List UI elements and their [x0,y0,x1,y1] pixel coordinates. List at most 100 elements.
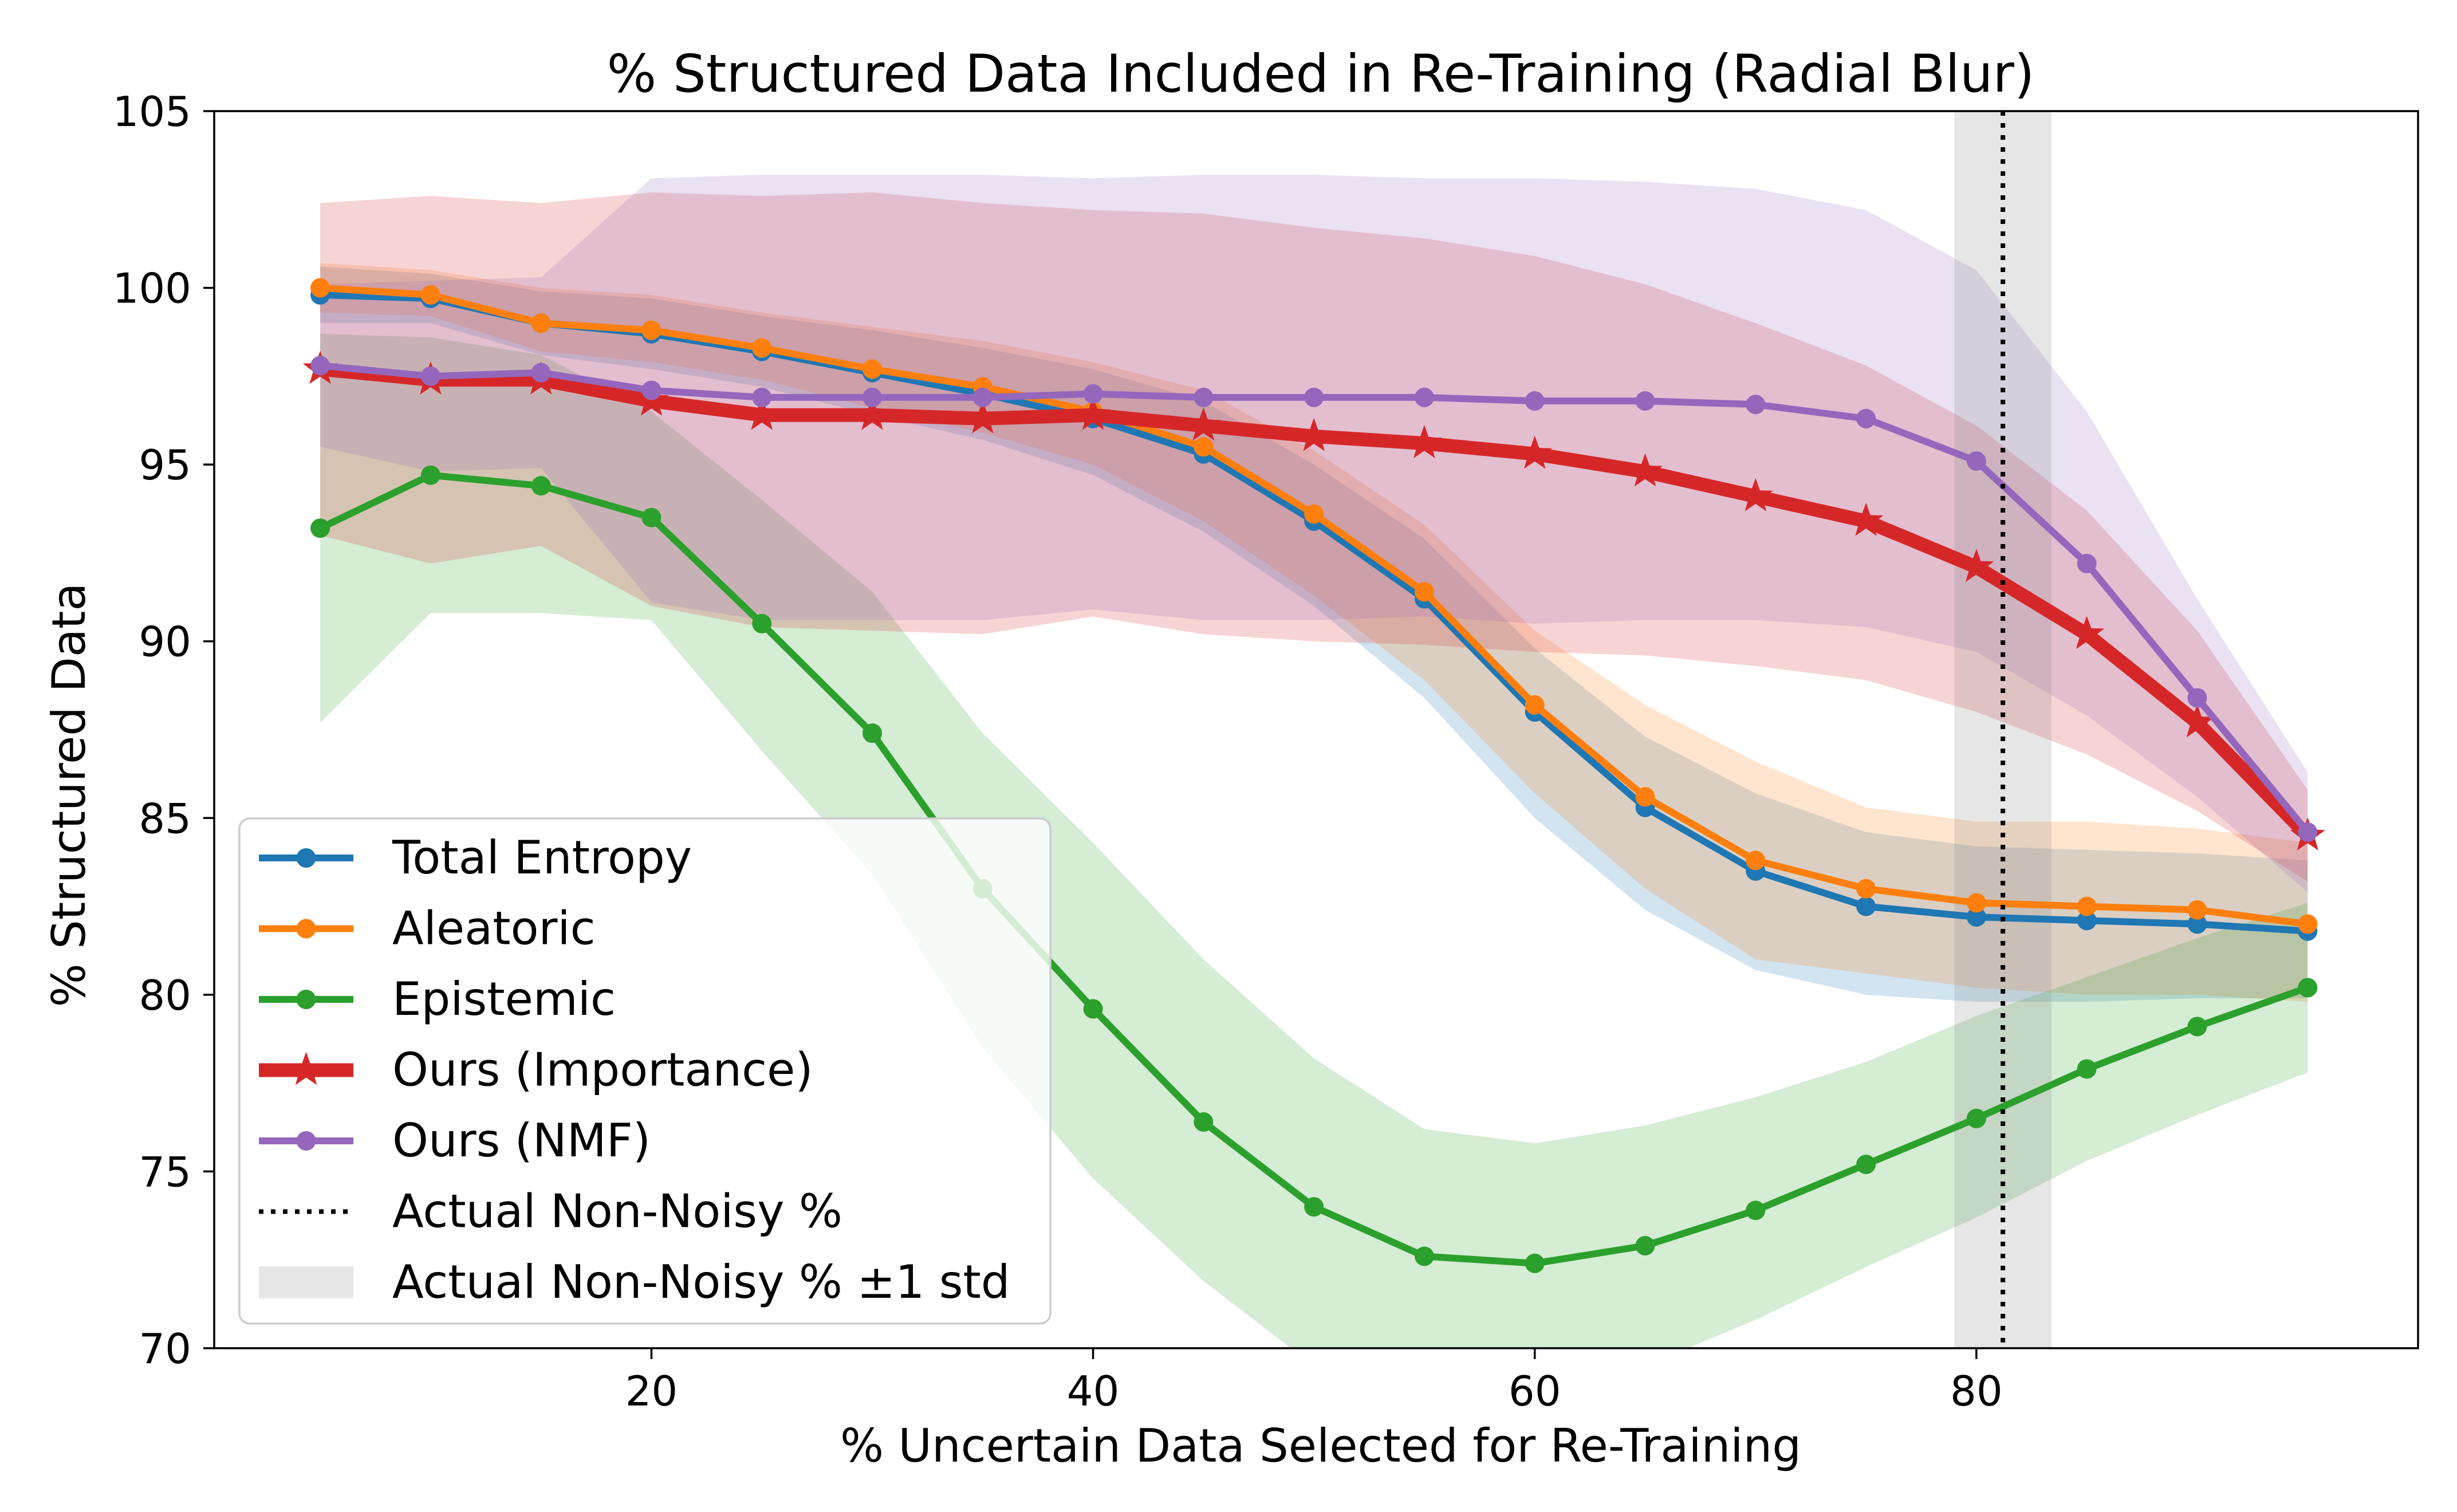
legend-label: Actual Non-Noisy % ±1 std [392,1255,1010,1309]
legend-marker [296,990,316,1009]
point-ours-importance [1628,453,1663,487]
point-ours-nmf [310,356,330,376]
point-ours-importance [1738,478,1773,511]
point-aleatoric [752,338,772,358]
point-aleatoric [1414,582,1434,602]
point-aleatoric [420,285,440,305]
legend-entry-ours-importance: Ours (Importance) [259,1044,813,1097]
reference-band [1954,111,2052,1348]
point-epistemic [2187,1017,2207,1037]
point-ours-importance [1517,435,1553,469]
point-ours-nmf [1746,395,1766,415]
y-tick-label: 85 [139,794,191,842]
point-ours-nmf [641,380,662,400]
point-ours-importance [1076,396,1111,430]
legend-label: Epistemic [392,972,616,1026]
point-ours-nmf [1194,387,1214,407]
point-ours-importance [2180,704,2215,738]
point-aleatoric [2187,900,2207,920]
point-epistemic [2298,978,2318,998]
point-aleatoric [1194,437,1214,457]
point-ours-importance [1296,418,1332,451]
legend-marker [296,848,316,868]
point-aleatoric [1746,850,1766,871]
point-epistemic [1304,1197,1324,1217]
point-ours-nmf [420,366,440,386]
point-ours-nmf [1856,408,1876,428]
point-aleatoric [863,359,883,379]
legend-marker [296,1131,316,1151]
point-epistemic [310,518,330,538]
point-epistemic [1414,1246,1434,1266]
point-epistemic [1194,1112,1214,1132]
point-aleatoric [2077,896,2097,916]
legend-entry-actual-non-noisy: Actual Non-Noisy % [259,1185,842,1238]
point-epistemic [1525,1253,1545,1273]
legend-marker [296,919,316,939]
point-aleatoric [1966,893,1986,913]
point-ours-nmf [531,363,551,383]
legend-entry-aleatoric: Aleatoric [259,902,596,955]
point-ours-importance [965,400,1001,434]
point-total-entropy [1966,907,1986,927]
legend-label: Aleatoric [392,902,596,955]
y-tick-label: 90 [139,618,191,666]
x-axis-label: % Uncertain Data Selected for Re-Trainin… [840,1419,1801,1472]
confidence-bands [320,175,2308,1348]
point-epistemic [863,723,883,743]
point-epistemic [1746,1200,1766,1220]
band-aleatoric [320,263,2308,1002]
band-epistemic [320,333,2308,1348]
legend-entry-ours-nmf: Ours (NMF) [259,1114,651,1167]
point-ours-nmf [972,387,993,407]
legend-swatch [259,1266,353,1298]
legend-marker [289,1052,324,1085]
point-ours-importance [1959,549,1994,582]
point-epistemic [641,507,662,527]
axes: 20 40 60 80 70 75 80 85 90 95 100 105 [113,88,2419,1415]
y-tick-label: 95 [139,441,191,489]
point-aleatoric [1304,504,1324,524]
series-lines [302,278,2325,1273]
point-ours-nmf [1635,391,1655,411]
point-ours-nmf [1304,387,1324,407]
plot-area [302,111,2325,1348]
legend: Total Entropy Aleatoric Epistemic Ours (Imp… [238,817,1052,1325]
point-ours-nmf [2187,688,2207,708]
point-epistemic [752,613,772,633]
point-aleatoric [1635,787,1655,807]
y-axis-label: % Structured Data [42,583,96,1007]
y-tick-label: 75 [139,1148,191,1196]
point-aleatoric [641,320,662,340]
legend-entry-total-entropy: Total Entropy [259,831,692,884]
point-epistemic [420,465,440,485]
chart-title: % Structured Data Included in Re-Trainin… [607,44,2035,104]
point-aleatoric [2298,914,2318,934]
point-ours-nmf [2077,553,2097,573]
point-ours-nmf [1414,387,1434,407]
x-tick-label: 80 [1950,1367,2003,1415]
point-aleatoric [1525,695,1545,715]
point-ours-importance [855,396,890,430]
point-epistemic [1966,1108,1986,1128]
point-epistemic [531,476,551,496]
y-tick-label: 105 [113,88,191,136]
x-tick-label: 20 [625,1367,678,1415]
point-aleatoric [531,313,551,333]
legend-entry-epistemic: Epistemic [259,972,616,1026]
point-ours-nmf [1083,384,1103,404]
axes-frame [213,110,2419,1349]
legend-label: Total Entropy [392,831,692,884]
legend-box [238,817,1052,1325]
band-ours-nmf [320,175,2308,892]
point-ours-nmf [863,387,883,407]
x-tick-label: 60 [1509,1367,1561,1415]
point-epistemic [1083,999,1103,1019]
point-epistemic [1635,1236,1655,1256]
point-total-entropy [2077,911,2097,931]
point-ours-nmf [752,387,772,407]
legend-entry-actual-non-noisy-1-std: Actual Non-Noisy % ±1 std [259,1255,1010,1309]
point-ours-importance [1848,502,1884,536]
point-aleatoric [1856,879,1876,899]
